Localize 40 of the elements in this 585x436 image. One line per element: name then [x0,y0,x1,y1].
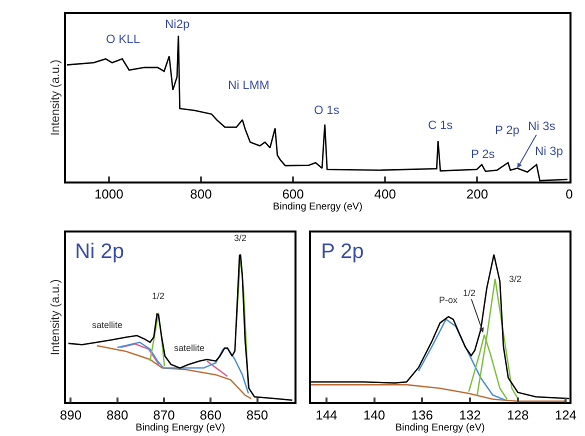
annotation: O KLL [106,32,140,46]
x-tick-label: 850 [246,407,268,422]
x-tick-label: 144 [316,407,338,422]
annotation: satellite [174,343,205,353]
annotation: 3/2 [234,233,247,243]
x-tick-label: 132 [459,407,481,422]
x-tick-label: 128 [506,407,529,422]
x-tick-label: 140 [363,407,386,422]
annotation: 1/2 [463,288,476,298]
x-tick-label: 1000 [94,186,124,202]
x-axis-title: Binding Energy (eV) [136,422,226,434]
annotation: satellite [92,320,123,330]
x-tick-label: 870 [153,407,175,422]
x-tick-label: 136 [411,407,433,422]
x-tick-label: 124 [554,407,577,422]
annotation: C 1s [428,118,453,132]
y-axis-title: Intensity (a.u.) [48,279,62,356]
annotation: 1/2 [152,291,165,301]
x-tick-label: 890 [60,407,82,422]
annotation: P 2p [495,123,520,137]
annotation: P 2s [471,147,495,161]
annotation: O 1s [314,103,340,117]
annotation: Ni 3p [535,144,564,158]
y-axis-title: Intensity (a.u.) [48,60,62,136]
x-axis-title: Binding Energy (eV) [395,422,485,434]
annotation: P-ox [439,295,458,305]
text: Ni2p [165,17,190,31]
annotation: Ni 3s [528,119,556,133]
x-tick-label: 200 [466,186,488,202]
x-tick-label: 880 [106,407,128,422]
annotation: Ni LMM [228,78,270,92]
annotation: 3/2 [509,274,522,284]
x-tick-label: 800 [190,186,212,202]
x-axis-title: Binding Energy (eV) [272,202,362,213]
x-tick-label: 600 [282,186,304,202]
x-tick-label: 400 [374,186,396,202]
chart-title: P 2p [321,240,364,263]
x-tick-label: 860 [200,407,222,422]
x-tick-label: 0 [566,186,573,202]
chart-title: Ni 2p [75,240,124,263]
